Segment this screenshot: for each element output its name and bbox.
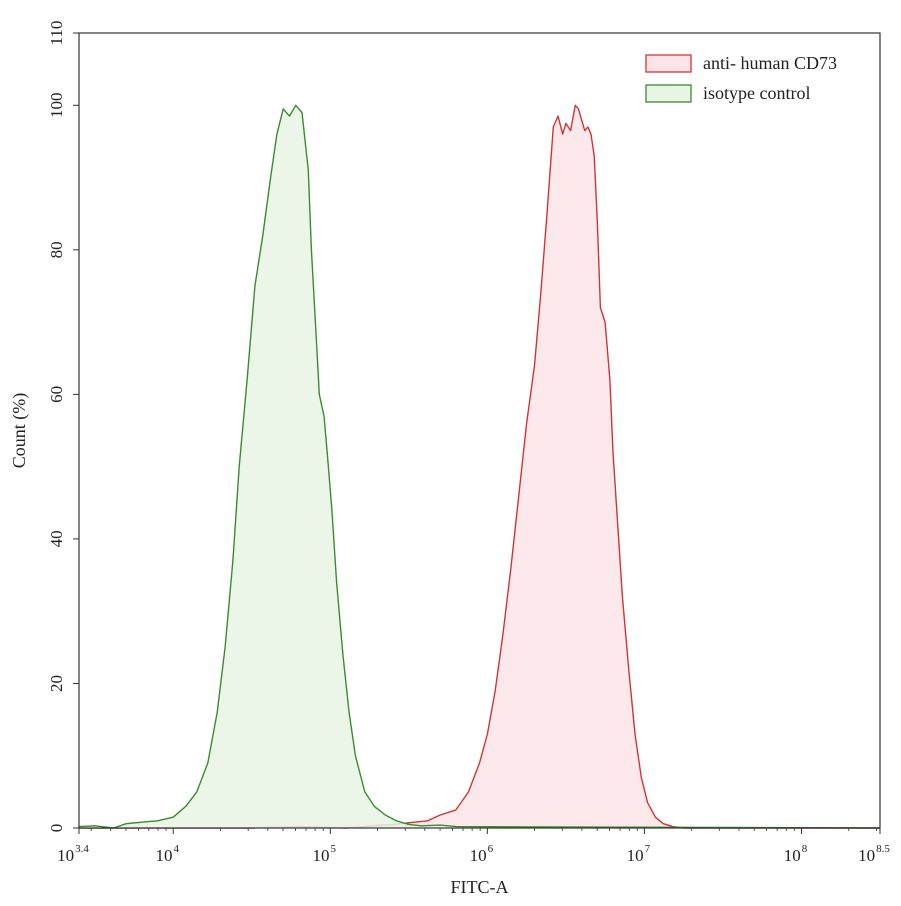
x-tick-label: 103.4 bbox=[57, 843, 89, 865]
y-axis-title: Count (%) bbox=[9, 393, 30, 469]
legend-label-anti-human-cd73: anti- human CD73 bbox=[703, 53, 837, 73]
legend-swatch-anti-human-cd73 bbox=[645, 54, 692, 73]
y-tick-label: 110 bbox=[47, 21, 66, 46]
y-tick-label: 0 bbox=[47, 824, 66, 833]
plot-frame bbox=[78, 32, 881, 829]
series-line-anti-human-cd73 bbox=[79, 104, 880, 829]
x-tick-label: 104 bbox=[155, 843, 179, 865]
legend-swatch-isotype-control bbox=[645, 84, 692, 103]
series-area-isotype-control bbox=[79, 105, 880, 829]
y-tick-label: 60 bbox=[47, 386, 66, 403]
x-tick-label: 107 bbox=[627, 843, 651, 865]
series-line-isotype-control bbox=[78, 104, 881, 829]
legend: anti- human CD73 isotype control bbox=[645, 53, 837, 103]
series-layer bbox=[78, 104, 881, 829]
x-tick-label: 108 bbox=[784, 843, 808, 865]
x-tick-label: 105 bbox=[313, 843, 337, 865]
y-tick-label: 20 bbox=[47, 675, 66, 692]
series-area-anti-human-cd73 bbox=[79, 105, 880, 829]
y-tick-label: 80 bbox=[47, 241, 66, 258]
y-tick-label: 40 bbox=[47, 530, 66, 547]
legend-label-isotype-control: isotype control bbox=[703, 83, 810, 103]
y-axis: 0 20 40 60 80 100 110 bbox=[47, 21, 79, 833]
x-axis-title: FITC-A bbox=[451, 877, 509, 897]
x-tick-label: 106 bbox=[470, 843, 494, 865]
x-tick-label: 108.5 bbox=[858, 843, 890, 865]
x-axis: 103.4 104 105 106 107 108 108.5 bbox=[57, 828, 890, 865]
y-tick-label: 100 bbox=[47, 93, 66, 119]
